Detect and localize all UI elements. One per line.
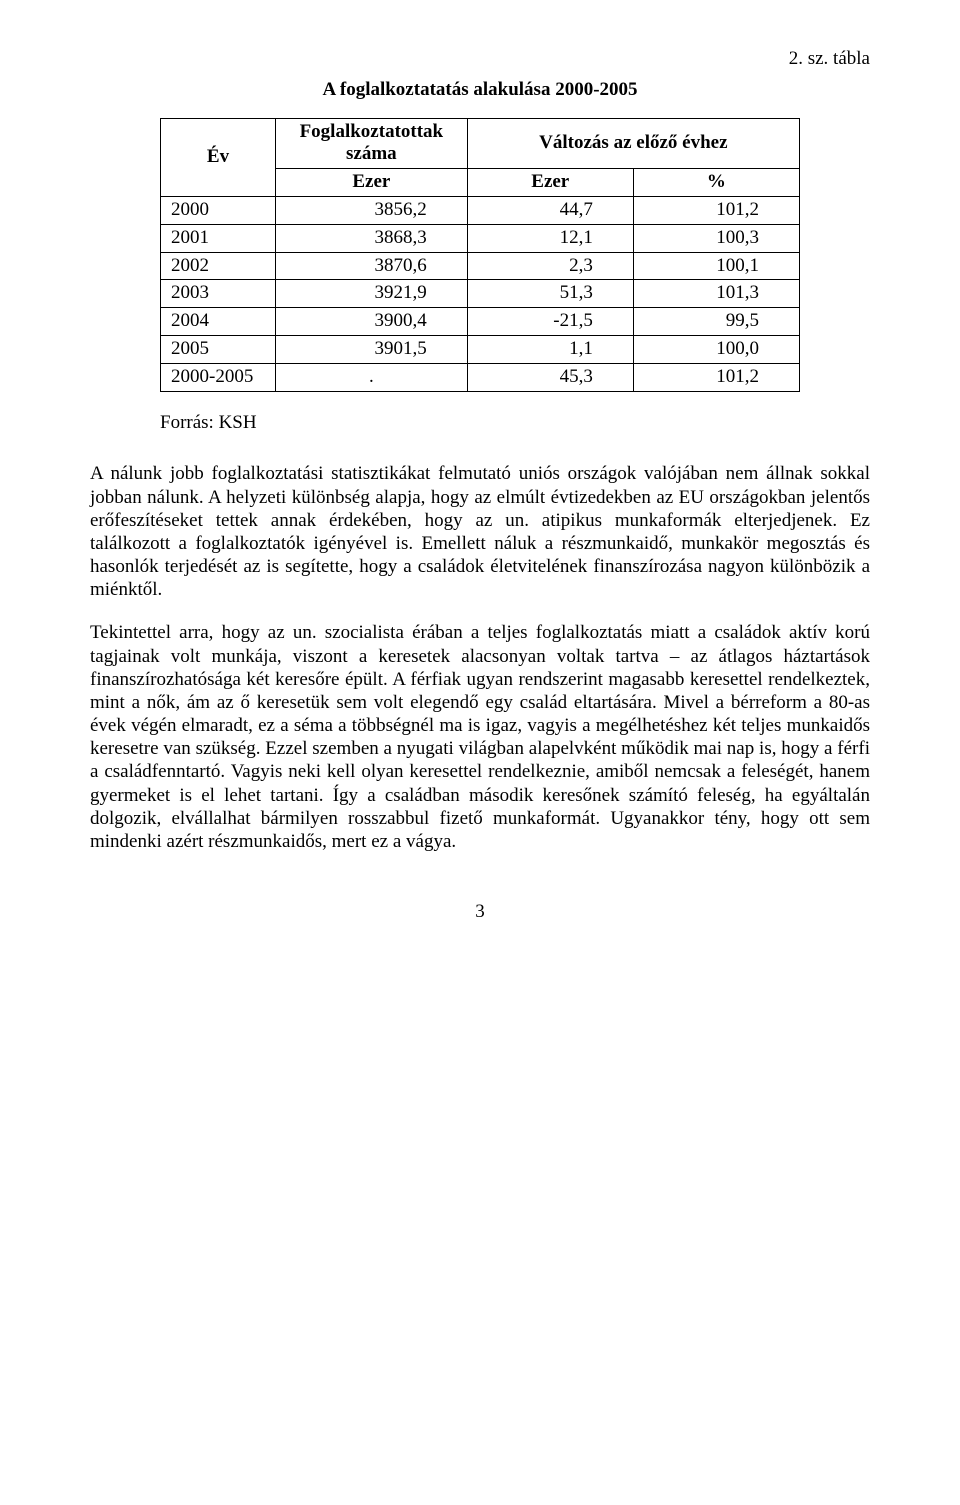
table-number-label: 2. sz. tábla: [90, 48, 870, 71]
table-header-row-1: Év Foglalkoztatottak száma Változás az e…: [161, 118, 800, 169]
cell-pct: 101,3: [633, 280, 799, 308]
cell-pct: 99,5: [633, 308, 799, 336]
employment-table: Év Foglalkoztatottak száma Változás az e…: [160, 118, 800, 392]
cell-year: 2005: [161, 335, 276, 363]
cell-year: 2003: [161, 280, 276, 308]
th-unit-ezer-2: Ezer: [467, 169, 633, 197]
table-row: 2000 3856,2 44,7 101,2: [161, 196, 800, 224]
cell-year: 2004: [161, 308, 276, 336]
table-row: 2001 3868,3 12,1 100,3: [161, 224, 800, 252]
cell-pct: 100,0: [633, 335, 799, 363]
cell-year: 2000: [161, 196, 276, 224]
paragraph-2: Tekintettel arra, hogy az un. szocialist…: [90, 621, 870, 853]
cell-count: 3900,4: [276, 308, 468, 336]
table-row: 2002 3870,6 2,3 100,1: [161, 252, 800, 280]
table-row: 2004 3900,4 -21,5 99,5: [161, 308, 800, 336]
cell-count: 3870,6: [276, 252, 468, 280]
cell-pct: 100,3: [633, 224, 799, 252]
th-year: Év: [161, 118, 276, 196]
cell-abs: 2,3: [467, 252, 633, 280]
cell-count: 3856,2: [276, 196, 468, 224]
table-row: 2003 3921,9 51,3 101,3: [161, 280, 800, 308]
cell-abs: 51,3: [467, 280, 633, 308]
th-change: Változás az előző évhez: [467, 118, 799, 169]
table-row: 2005 3901,5 1,1 100,0: [161, 335, 800, 363]
cell-year: 2001: [161, 224, 276, 252]
table-source: Forrás: KSH: [160, 412, 870, 435]
cell-count: .: [276, 363, 468, 391]
cell-pct: 101,2: [633, 363, 799, 391]
cell-count: 3868,3: [276, 224, 468, 252]
cell-abs: 12,1: [467, 224, 633, 252]
cell-abs: 1,1: [467, 335, 633, 363]
paragraph-1: A nálunk jobb foglalkoztatási statisztik…: [90, 462, 870, 601]
cell-year: 2000-2005: [161, 363, 276, 391]
table-caption: A foglalkoztatatás alakulása 2000-2005: [90, 79, 870, 102]
cell-abs: 45,3: [467, 363, 633, 391]
cell-abs: 44,7: [467, 196, 633, 224]
th-count: Foglalkoztatottak száma: [276, 118, 468, 169]
page-number: 3: [90, 901, 870, 924]
cell-count: 3921,9: [276, 280, 468, 308]
cell-year: 2002: [161, 252, 276, 280]
table-row-total: 2000-2005 . 45,3 101,2: [161, 363, 800, 391]
cell-pct: 101,2: [633, 196, 799, 224]
cell-count: 3901,5: [276, 335, 468, 363]
th-unit-ezer-1: Ezer: [276, 169, 468, 197]
cell-pct: 100,1: [633, 252, 799, 280]
th-unit-pct: %: [633, 169, 799, 197]
cell-abs: -21,5: [467, 308, 633, 336]
